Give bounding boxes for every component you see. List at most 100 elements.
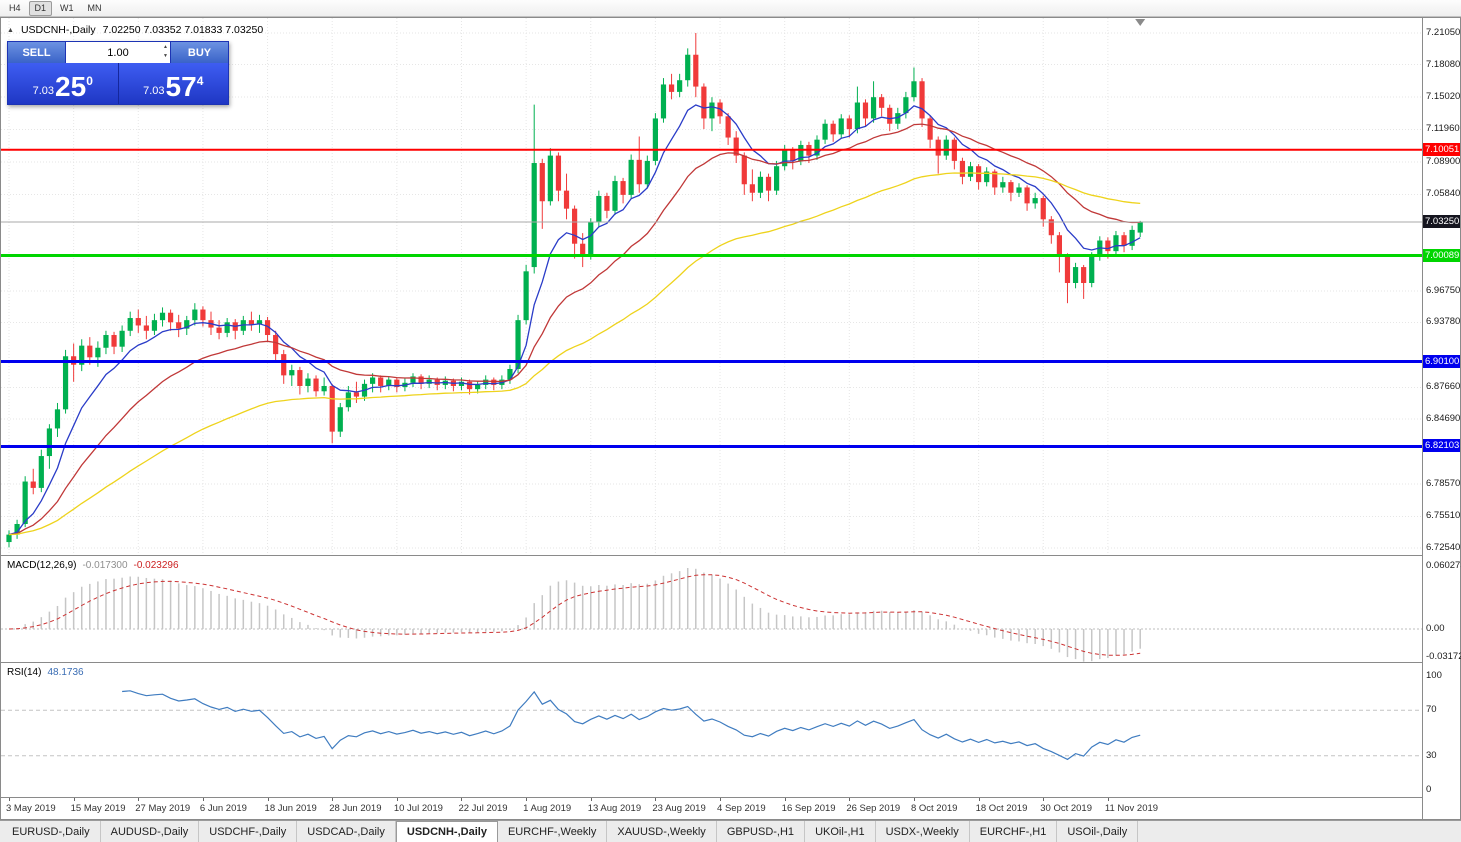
main-price-pane: ▲ USDCNH-,Daily 7.02250 7.03352 7.01833 … bbox=[1, 18, 1422, 556]
macd-axis-label: -0.031725 bbox=[1426, 651, 1461, 662]
chart-tab-usdchf-daily[interactable]: USDCHF-,Daily bbox=[199, 821, 298, 842]
date-axis-label: 23 Aug 2019 bbox=[652, 803, 706, 814]
date-tick-mark bbox=[138, 798, 140, 801]
date-tick-mark bbox=[396, 798, 398, 801]
chart-window: ▲ USDCNH-,Daily 7.02250 7.03352 7.01833 … bbox=[0, 17, 1461, 820]
chart-tab-gbpusd-h1[interactable]: GBPUSD-,H1 bbox=[717, 821, 806, 842]
macd-axis-label: 0.060273 bbox=[1426, 559, 1461, 571]
sell-button[interactable]: SELL bbox=[8, 42, 65, 63]
price-axis-label: 6.75510 bbox=[1426, 510, 1461, 522]
rsi-axis-label: 0 bbox=[1426, 784, 1432, 795]
date-axis-label: 13 Aug 2019 bbox=[587, 803, 642, 814]
macd-canvas[interactable] bbox=[1, 556, 1422, 662]
date-tick-mark bbox=[978, 798, 980, 801]
timeframe-button-h4[interactable]: H4 bbox=[9, 2, 21, 13]
chart-tab-eurusd-daily[interactable]: EURUSD-,Daily bbox=[2, 821, 101, 842]
hline-price-badge: 6.90100 bbox=[1423, 354, 1460, 368]
chart-tab-usdcnh-daily[interactable]: USDCNH-,Daily bbox=[395, 821, 498, 842]
trade-panel-top-row: SELL ▲ ▼ BUY bbox=[8, 42, 228, 63]
price-axis-label: 7.21050 bbox=[1426, 26, 1461, 38]
date-tick-mark bbox=[73, 798, 75, 801]
price-axis-label: 7.15020 bbox=[1426, 90, 1461, 102]
price-axis-label: 6.84690 bbox=[1426, 412, 1461, 424]
bid-price-big: 25 bbox=[55, 71, 87, 102]
date-tick-mark bbox=[1107, 798, 1109, 801]
date-axis-label: 6 Jun 2019 bbox=[199, 803, 247, 814]
rsi-label: RSI(14) 48.1736 bbox=[7, 667, 84, 678]
timeframe-button-w1[interactable]: W1 bbox=[60, 2, 74, 13]
date-tick-mark bbox=[332, 798, 334, 801]
volume-box: ▲ ▼ bbox=[65, 42, 171, 63]
date-axis-label: 28 Jun 2019 bbox=[329, 803, 382, 814]
price-axis-label: 6.87660 bbox=[1426, 381, 1461, 393]
date-axis-label: 4 Sep 2019 bbox=[717, 803, 766, 814]
bid-price-prefix: 7.03 bbox=[32, 85, 55, 97]
chart-tab-xauusd-weekly[interactable]: XAUUSD-,Weekly bbox=[607, 821, 717, 842]
price-axis[interactable]: 7.21050 7.18080 7.15020 7.11960 7.08900 7.058… bbox=[1422, 18, 1461, 819]
chart-tab-audusd-daily[interactable]: AUDUSD-,Daily bbox=[101, 821, 200, 842]
price-axis-label: 6.72540 bbox=[1426, 541, 1461, 553]
volume-input[interactable] bbox=[78, 46, 158, 59]
date-axis-label: 18 Jun 2019 bbox=[264, 803, 317, 814]
volume-down-button[interactable]: ▼ bbox=[163, 53, 168, 59]
hline-price-badge: 7.10051 bbox=[1423, 142, 1460, 156]
ask-price-pip: 4 bbox=[196, 74, 204, 88]
chart-symbol-title: ▲ USDCNH-,Daily 7.02250 7.03352 7.01833 … bbox=[7, 24, 263, 36]
trade-panel-price-row: 7.03 25 0 7.03 57 4 bbox=[8, 63, 228, 104]
volume-spinner: ▲ ▼ bbox=[163, 43, 168, 61]
collapse-arrow-icon[interactable]: ▲ bbox=[7, 26, 14, 34]
macd-name: MACD(12,26,9) bbox=[7, 560, 77, 571]
buy-button[interactable]: BUY bbox=[171, 42, 228, 63]
chart-tab-eurchf-h1[interactable]: EURCHF-,H1 bbox=[970, 821, 1058, 842]
date-axis-label: 27 May 2019 bbox=[135, 803, 191, 814]
one-click-trade-panel: SELL ▲ ▼ BUY 7.03250 bbox=[7, 41, 229, 105]
date-tick-mark bbox=[849, 798, 851, 801]
bid-price-pip: 0 bbox=[86, 74, 93, 88]
rsi-value: 48.1736 bbox=[47, 667, 84, 678]
chart-tab-bar: EURUSD-,Daily AUDUSD-,Daily USDCHF-,Daily U… bbox=[0, 820, 1461, 842]
rsi-axis-label: 70 bbox=[1426, 704, 1437, 716]
timeframe-button-mn[interactable]: MN bbox=[87, 2, 102, 13]
ask-price-big: 57 bbox=[165, 71, 197, 102]
date-tick-mark bbox=[1043, 798, 1045, 801]
main-chart-canvas[interactable] bbox=[1, 18, 1422, 555]
volume-up-button[interactable]: ▲ bbox=[163, 44, 168, 50]
chart-tab-usoil-daily[interactable]: USOil-,Daily bbox=[1057, 821, 1139, 842]
macd-main-value: -0.017300 bbox=[82, 560, 128, 571]
symbol-label: USDCNH-,Daily bbox=[20, 24, 96, 36]
date-tick-mark bbox=[655, 798, 657, 801]
chart-tab-eurchf-weekly[interactable]: EURCHF-,Weekly bbox=[498, 821, 608, 842]
date-axis-label: 26 Sep 2019 bbox=[846, 803, 901, 814]
date-tick-mark bbox=[9, 798, 10, 801]
bid-price-button[interactable]: 7.03 25 0 bbox=[8, 63, 119, 104]
chart-tab-usdx-weekly[interactable]: USDX-,Weekly bbox=[876, 821, 970, 842]
macd-pane: MACD(12,26,9) -0.017300 -0.023296 bbox=[1, 556, 1422, 663]
chart-tab-ukoil-h1[interactable]: UKOil-,H1 bbox=[805, 821, 876, 842]
date-tick-mark bbox=[461, 798, 463, 801]
date-axis-label: 15 May 2019 bbox=[70, 803, 126, 814]
date-axis-label: 16 Sep 2019 bbox=[781, 803, 836, 814]
date-axis-label: 1 Aug 2019 bbox=[523, 803, 572, 814]
date-tick-mark bbox=[267, 798, 269, 801]
date-tick-mark bbox=[590, 798, 592, 801]
chart-tab-usdcad-daily[interactable]: USDCAD-,Daily bbox=[297, 821, 396, 842]
date-axis-label: 10 Jul 2019 bbox=[393, 803, 443, 814]
date-axis-label: 11 Nov 2019 bbox=[1104, 803, 1159, 814]
plot-column: ▲ USDCNH-,Daily 7.02250 7.03352 7.01833 … bbox=[1, 18, 1422, 819]
date-axis-label: 18 Oct 2019 bbox=[975, 803, 1028, 814]
timeframe-button-d1[interactable]: D1 bbox=[28, 0, 53, 16]
date-tick-mark bbox=[526, 798, 528, 801]
chart-shift-marker-icon bbox=[1135, 19, 1146, 26]
rsi-canvas[interactable] bbox=[1, 663, 1422, 797]
ask-price-prefix: 7.03 bbox=[143, 85, 165, 97]
date-axis-label: 22 Jul 2019 bbox=[458, 803, 508, 814]
macd-label: MACD(12,26,9) -0.017300 -0.023296 bbox=[7, 560, 179, 571]
date-axis-label: 8 Oct 2019 bbox=[910, 803, 958, 814]
date-axis[interactable]: 3 May 2019 15 May 2019 27 May 2019 6 Jun 20… bbox=[1, 798, 1422, 819]
rsi-name: RSI(14) bbox=[7, 667, 42, 678]
ohlc-values: 7.02250 7.03352 7.01833 7.03250 bbox=[102, 24, 264, 36]
date-tick-mark bbox=[202, 798, 204, 801]
date-tick-mark bbox=[784, 798, 786, 801]
ask-price-button[interactable]: 7.03 57 4 bbox=[118, 63, 228, 104]
